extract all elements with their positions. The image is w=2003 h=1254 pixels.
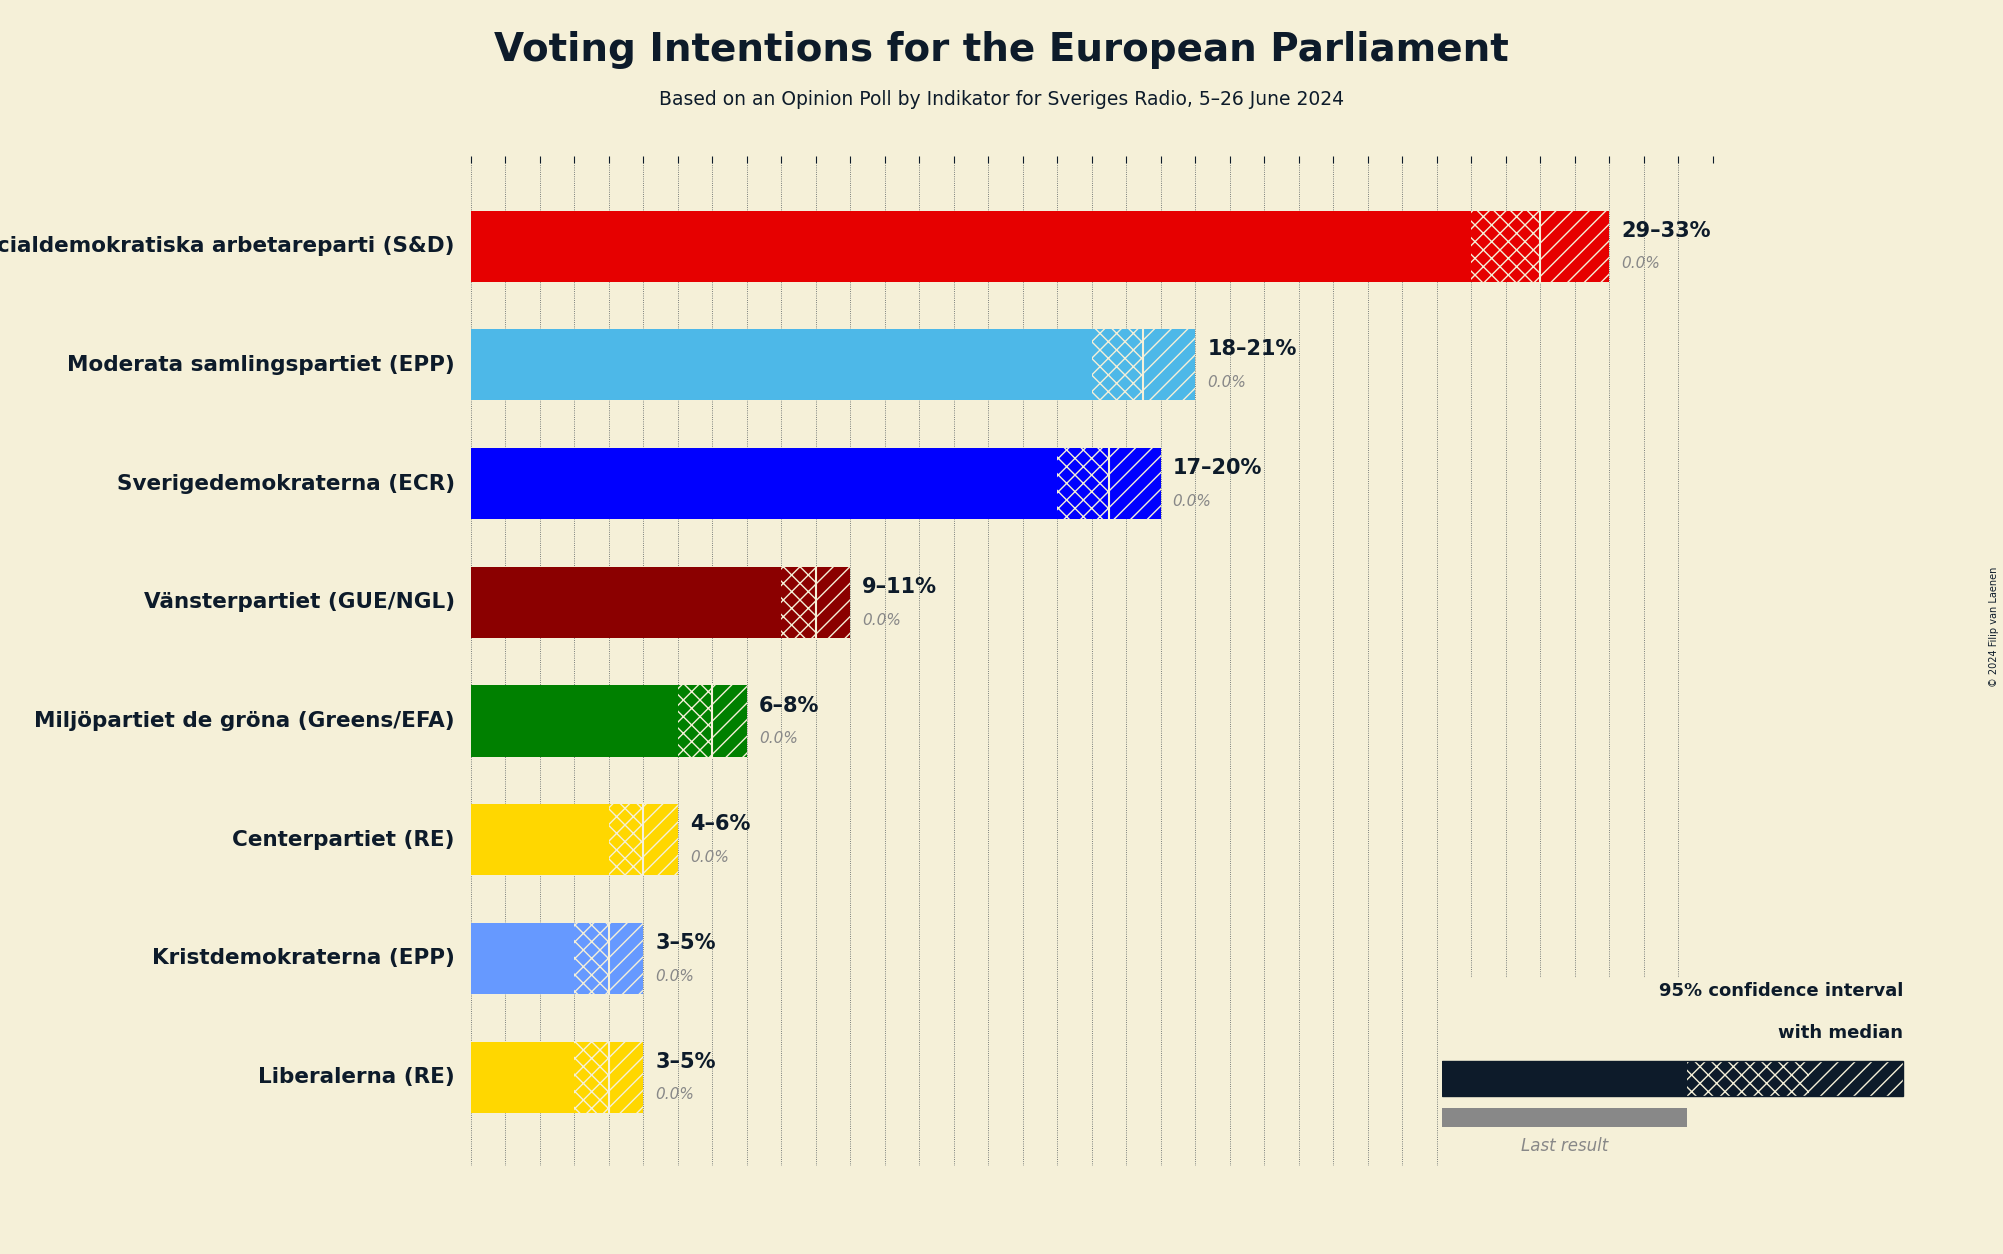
- Bar: [471, 567, 781, 638]
- Bar: [1058, 448, 1110, 519]
- Text: 95% confidence interval: 95% confidence interval: [1658, 982, 1903, 1001]
- Text: 6–8%: 6–8%: [759, 696, 819, 716]
- Bar: [575, 923, 609, 994]
- Bar: [643, 804, 677, 875]
- Bar: [781, 567, 815, 638]
- Text: 0.0%: 0.0%: [861, 613, 901, 627]
- Bar: [1092, 330, 1144, 400]
- Bar: [471, 923, 575, 994]
- Bar: [713, 686, 747, 756]
- Text: 0.0%: 0.0%: [759, 731, 797, 746]
- Text: 0.0%: 0.0%: [655, 969, 695, 984]
- Text: 4–6%: 4–6%: [689, 814, 751, 834]
- Bar: [609, 804, 643, 875]
- Text: 0.0%: 0.0%: [689, 850, 729, 865]
- Bar: [471, 686, 677, 756]
- Text: 0.0%: 0.0%: [1208, 375, 1246, 390]
- Text: 17–20%: 17–20%: [1172, 458, 1262, 478]
- Bar: [471, 804, 609, 875]
- Bar: [1110, 448, 1160, 519]
- Bar: [1809, 1061, 1903, 1096]
- Bar: [471, 448, 1058, 519]
- Bar: [1470, 211, 1540, 282]
- Bar: [677, 686, 713, 756]
- Text: © 2024 Filip van Laenen: © 2024 Filip van Laenen: [1989, 567, 1999, 687]
- Bar: [1687, 1061, 1809, 1096]
- Text: 0.0%: 0.0%: [1172, 494, 1212, 509]
- Text: with median: with median: [1779, 1023, 1903, 1042]
- Bar: [1442, 1109, 1687, 1127]
- Text: Based on an Opinion Poll by Indikator for Sveriges Radio, 5–26 June 2024: Based on an Opinion Poll by Indikator fo…: [659, 90, 1344, 109]
- Bar: [1442, 1061, 1687, 1096]
- Bar: [575, 1042, 609, 1112]
- Bar: [471, 1042, 575, 1112]
- Bar: [609, 923, 643, 994]
- Text: Last result: Last result: [1520, 1137, 1608, 1155]
- Text: 0.0%: 0.0%: [1620, 256, 1660, 271]
- Bar: [1540, 211, 1608, 282]
- Bar: [471, 211, 1470, 282]
- Bar: [471, 330, 1092, 400]
- Text: 18–21%: 18–21%: [1208, 340, 1296, 360]
- Text: 9–11%: 9–11%: [861, 577, 937, 597]
- Text: 0.0%: 0.0%: [655, 1087, 695, 1102]
- Text: Voting Intentions for the European Parliament: Voting Intentions for the European Parli…: [495, 31, 1508, 69]
- Text: 29–33%: 29–33%: [1620, 221, 1711, 241]
- Bar: [815, 567, 849, 638]
- Bar: [1144, 330, 1196, 400]
- Text: 3–5%: 3–5%: [655, 1052, 715, 1072]
- Text: 3–5%: 3–5%: [655, 933, 715, 953]
- Bar: [1442, 1061, 1903, 1096]
- Bar: [609, 1042, 643, 1112]
